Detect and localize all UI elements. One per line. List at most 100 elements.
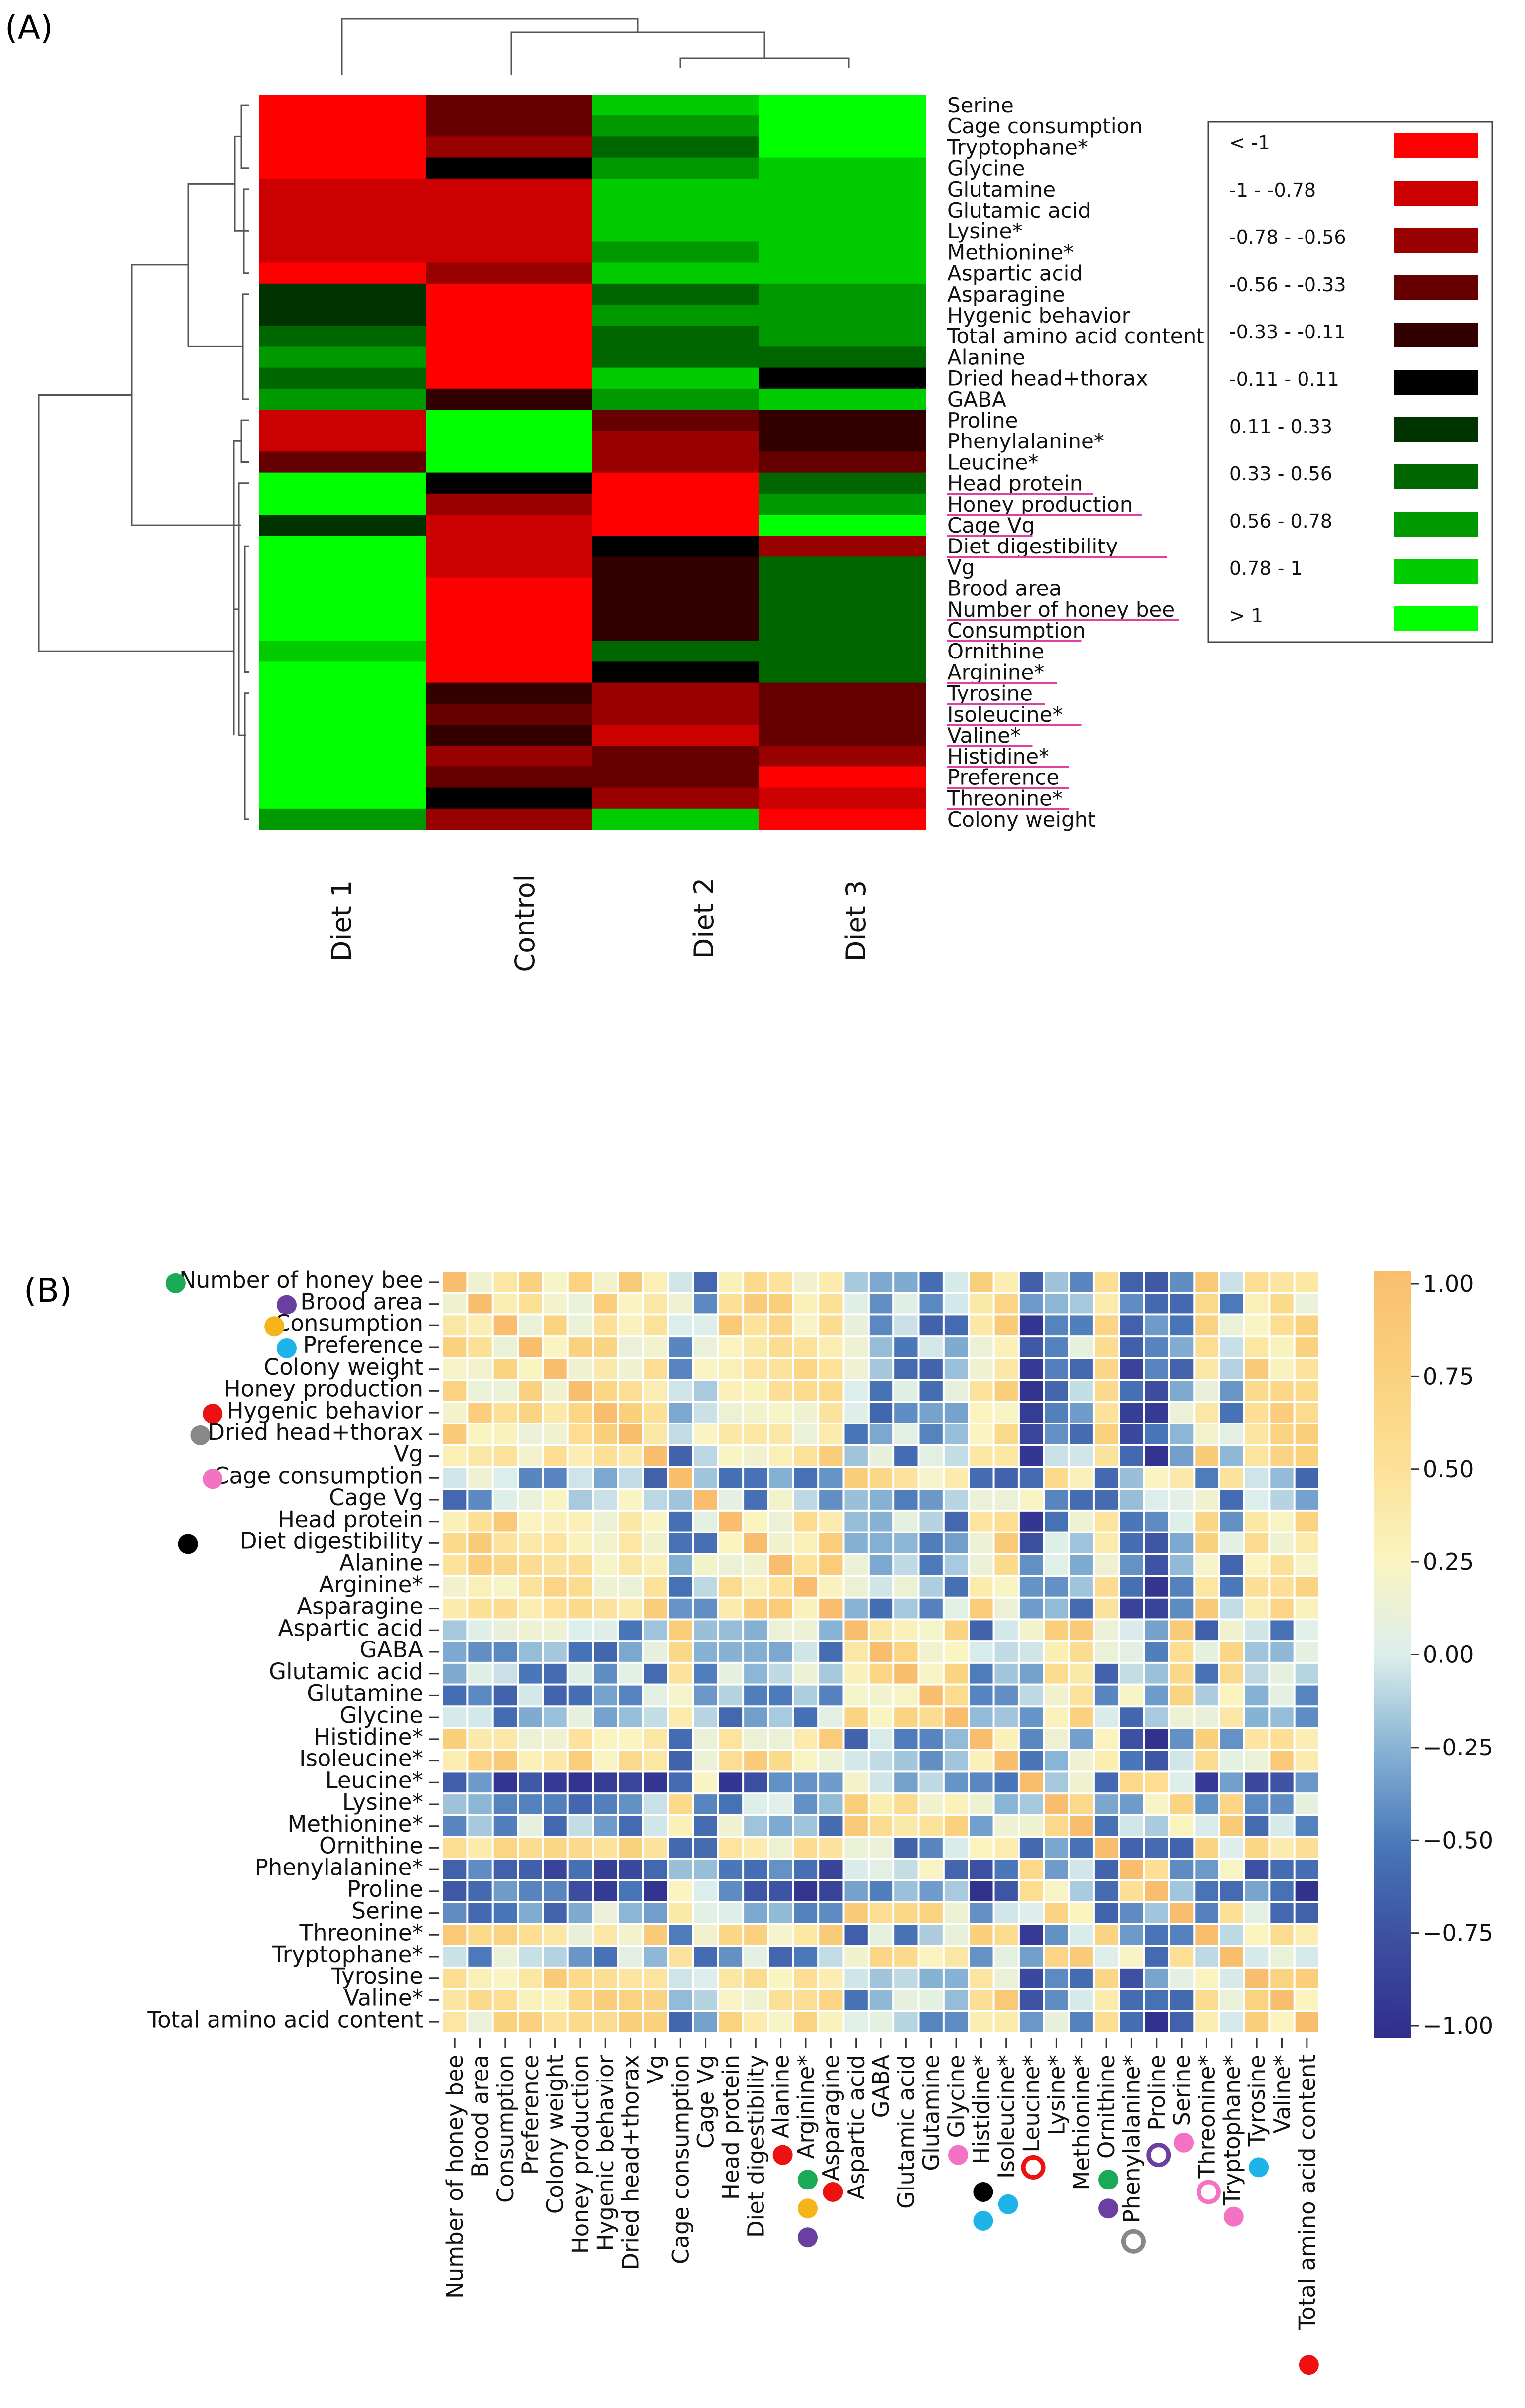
b-colorbar-tick-label: −1.00	[1423, 2012, 1493, 2039]
b-cell	[719, 1577, 743, 1597]
b-cell	[819, 1794, 843, 1814]
b-cell	[594, 1685, 617, 1706]
b-cell	[594, 1490, 617, 1510]
a-row-label: Alanine	[947, 345, 1025, 369]
a-row-label: Valine*	[947, 723, 1021, 748]
b-cell	[669, 1359, 692, 1379]
a-legend-label: 0.11 - 0.33	[1229, 416, 1332, 438]
b-cell	[443, 2012, 467, 2032]
b-row-marker-preference	[277, 1338, 297, 1358]
b-cell	[970, 1359, 993, 1379]
b-cell	[994, 1968, 1018, 1988]
b-cell	[568, 1577, 592, 1597]
b-cell	[1045, 1555, 1068, 1575]
b-cell	[1094, 1555, 1118, 1575]
b-cell	[1120, 1446, 1143, 1466]
b-cell	[1295, 1685, 1318, 1706]
b-cell	[744, 1903, 767, 1923]
b-cell	[1195, 1490, 1218, 1510]
b-cell	[568, 1424, 592, 1444]
b-cell	[869, 1860, 893, 1879]
b-cell	[1145, 1294, 1168, 1314]
b-cell	[1220, 1359, 1243, 1379]
b-cell	[894, 1555, 918, 1575]
b-row-label: Hygenic behavior	[227, 1397, 424, 1423]
b-cell	[1170, 1533, 1194, 1553]
b-col-label: Serine	[1169, 2055, 1195, 2126]
b-cell	[894, 1468, 918, 1488]
b-cell	[669, 1511, 692, 1532]
a-row-label: Number of honey bee	[947, 597, 1175, 622]
a-cell-asparagine-diet-1	[259, 283, 426, 305]
b-cell	[1170, 1337, 1194, 1357]
b-cell	[544, 1424, 567, 1444]
b-cell	[1295, 1838, 1318, 1858]
b-cell	[1245, 1663, 1269, 1684]
b-cell	[769, 1490, 792, 1510]
b-cell	[544, 1990, 567, 2010]
b-cell	[1070, 1860, 1093, 1879]
b-cell	[970, 1337, 993, 1357]
b-cell	[944, 1533, 968, 1553]
b-cell	[519, 1381, 542, 1401]
b-col-marker-proline	[1146, 2143, 1171, 2168]
b-cell	[1019, 1533, 1043, 1553]
b-cell	[869, 1359, 893, 1379]
a-cell-dried-head-thorax-diet-2	[592, 367, 760, 389]
b-cell	[468, 2012, 492, 2032]
b-cell	[568, 1729, 592, 1749]
b-cell	[619, 1947, 642, 1967]
b-cell	[1019, 1685, 1043, 1706]
b-cell	[544, 1620, 567, 1641]
b-cell	[1019, 1315, 1043, 1336]
b-cell	[944, 1947, 968, 1967]
b-cell	[819, 1925, 843, 1945]
b-cell	[1120, 1663, 1143, 1684]
b-cell	[669, 1598, 692, 1619]
b-cell	[1094, 1468, 1118, 1488]
b-row-label: Glutamine	[307, 1680, 423, 1707]
b-cell	[844, 2012, 868, 2032]
b-col-label: Tryptophane*	[1219, 2055, 1245, 2206]
a-row-label: Tyrosine	[947, 681, 1033, 706]
b-cell	[844, 1337, 868, 1357]
b-cell	[1195, 1947, 1218, 1967]
b-cell	[894, 1337, 918, 1357]
b-cell	[794, 1490, 818, 1510]
a-legend-label: 0.33 - 0.56	[1229, 463, 1332, 485]
b-cell	[544, 1685, 567, 1706]
b-cell	[769, 1424, 792, 1444]
b-cell	[1245, 1642, 1269, 1662]
a-row-label: Diet digestibility	[947, 534, 1118, 558]
b-cell	[619, 1446, 642, 1466]
a-legend-swatch	[1394, 323, 1478, 347]
a-row-label: Phenylalanine*	[947, 429, 1104, 453]
b-cell	[1120, 1685, 1143, 1706]
b-cell	[1245, 1838, 1269, 1858]
b-cell	[1145, 1663, 1168, 1684]
b-cell	[744, 1555, 767, 1575]
b-cell	[919, 1816, 943, 1836]
b-cell	[1295, 1511, 1318, 1532]
b-colorbar-tick-label: 0.00	[1423, 1642, 1474, 1668]
b-cell	[669, 1881, 692, 1901]
a-row-label: Threonine*	[947, 786, 1063, 811]
b-cell	[619, 1903, 642, 1923]
b-row-label: Methionine*	[288, 1811, 423, 1837]
a-row-label: Total amino acid content	[947, 324, 1204, 348]
b-cell	[719, 1403, 743, 1423]
b-cell	[970, 1511, 993, 1532]
b-cell	[944, 1838, 968, 1858]
b-cell	[744, 1772, 767, 1793]
b-cell	[1145, 1381, 1168, 1401]
a-row-label: Cage consumption	[947, 114, 1143, 138]
b-cell	[468, 1707, 492, 1727]
b-cell	[669, 1381, 692, 1401]
b-cell	[1270, 1925, 1294, 1945]
b-cell	[1094, 1315, 1118, 1336]
b-cell	[1170, 1707, 1194, 1727]
b-cell	[544, 1511, 567, 1532]
b-cell	[1094, 1860, 1118, 1879]
a-cell-total-amino-acid-content-diet-3	[759, 326, 926, 347]
